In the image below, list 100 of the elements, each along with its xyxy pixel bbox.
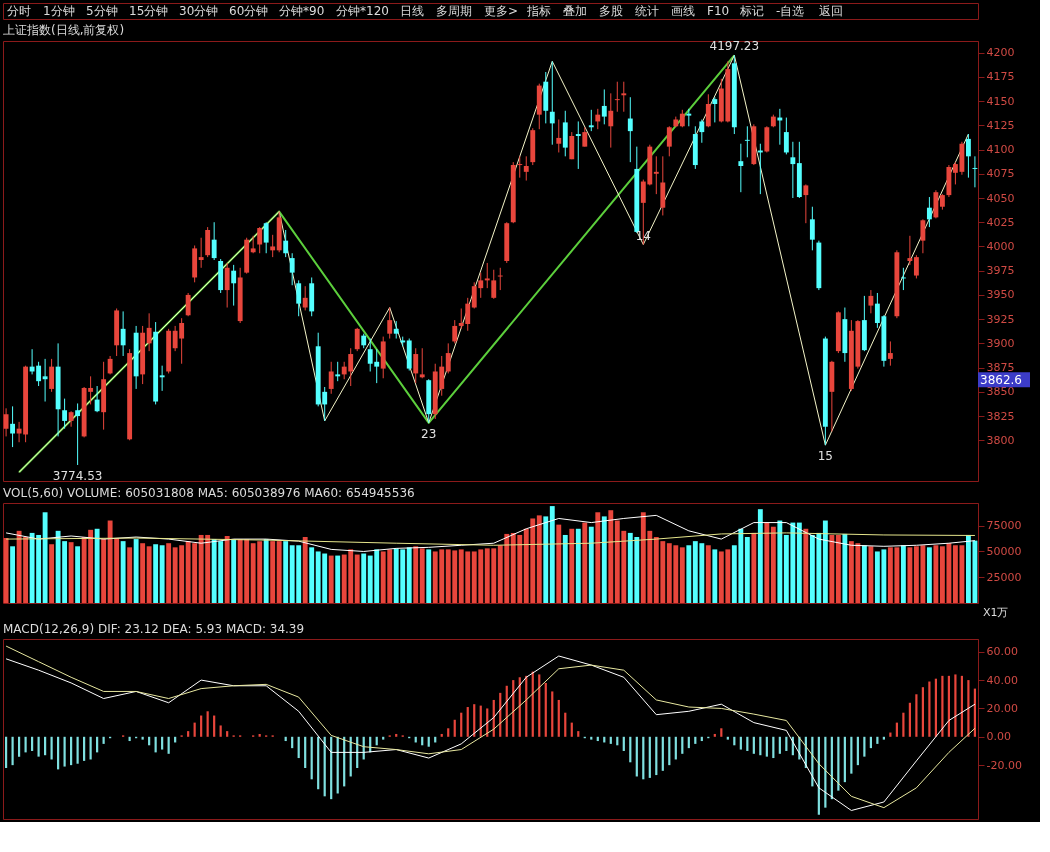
bar: [933, 545, 939, 603]
candlestick: [354, 327, 360, 352]
bar: [395, 733, 398, 737]
y-tick-label: 3800: [986, 433, 1015, 447]
candlestick: [926, 196, 932, 228]
text: 30分钟: [179, 4, 219, 18]
bar: [270, 541, 276, 603]
bar: [276, 541, 282, 603]
candlestick: [705, 93, 711, 128]
bar: [850, 736, 853, 774]
bar: [127, 547, 133, 603]
bar: [304, 736, 307, 768]
bar: [556, 524, 562, 603]
candlestick: [270, 234, 276, 258]
candlestick: [653, 155, 659, 195]
candlestick: [224, 262, 230, 309]
bar: [141, 736, 144, 740]
bar: [4, 736, 8, 768]
candlestick: [296, 279, 302, 317]
text: 统计: [635, 4, 659, 18]
bar: [564, 712, 567, 737]
candlestick: [107, 355, 113, 375]
line-series: [5, 532, 976, 546]
bar: [335, 555, 341, 603]
bar: [76, 736, 79, 764]
text: 画线: [671, 4, 695, 18]
text: 60分钟: [229, 4, 269, 18]
bar: [856, 736, 859, 766]
candlestick: [517, 155, 523, 179]
candlestick: [3, 407, 9, 437]
candlestick: [744, 125, 750, 158]
bar: [601, 516, 607, 603]
bar: [354, 554, 360, 603]
bar: [900, 545, 906, 603]
candlestick: [335, 361, 341, 382]
y-tick-label: 4200: [986, 46, 1015, 60]
text: 叠加: [563, 4, 587, 18]
candlestick: [712, 96, 718, 123]
candlestick: [790, 141, 796, 199]
candlestick: [907, 235, 913, 266]
text: 分钟*120: [336, 4, 389, 18]
bar: [746, 736, 749, 751]
bar: [49, 544, 55, 603]
candlestick: [900, 267, 906, 291]
bar: [153, 544, 159, 603]
y-tick-label: 4125: [986, 118, 1015, 132]
candlestick: [595, 108, 601, 130]
candlestick: [75, 402, 81, 466]
y-tick-label: 3925: [986, 312, 1015, 326]
bar: [679, 547, 685, 603]
bar: [842, 533, 848, 603]
bar: [140, 543, 146, 603]
bar: [796, 522, 802, 603]
bar: [161, 736, 164, 750]
bar: [68, 542, 74, 603]
candlestick: [94, 385, 100, 413]
line-series: [5, 514, 976, 552]
bar: [219, 725, 222, 737]
candlestick: [185, 292, 191, 317]
bar: [101, 539, 107, 603]
text: 返回: [819, 4, 843, 18]
bar: [146, 546, 152, 603]
candlestick: [575, 120, 581, 170]
bar: [258, 733, 261, 737]
chart-title: 上证指数(日线,前复权): [3, 23, 125, 38]
bar: [868, 546, 874, 603]
candlestick: [699, 119, 705, 144]
bar: [686, 545, 692, 603]
y-tick-label: 0.00: [986, 730, 1011, 744]
bar: [582, 522, 588, 603]
bar: [835, 534, 841, 603]
bar: [588, 526, 594, 603]
text: 日线: [400, 4, 424, 18]
candlestick: [257, 226, 263, 254]
bar: [159, 545, 165, 603]
candlestick: [198, 237, 204, 269]
bar: [562, 534, 568, 603]
bar: [843, 736, 846, 783]
candlestick: [523, 155, 529, 182]
bar: [427, 736, 430, 747]
annotation: 3774.53: [52, 468, 103, 483]
bar: [785, 736, 788, 751]
candlestick: [972, 155, 978, 188]
y-tick-label: 60.00: [986, 645, 1018, 659]
y-tick-label: 3900: [986, 336, 1015, 350]
bar: [915, 694, 918, 737]
bar: [967, 680, 970, 737]
bar: [11, 736, 14, 766]
candlestick: [608, 92, 614, 149]
text: -自选: [776, 4, 805, 18]
bar: [440, 733, 443, 737]
bar: [712, 549, 718, 603]
bar: [309, 547, 315, 603]
bar: [206, 711, 209, 737]
bar: [921, 687, 924, 737]
bar: [447, 728, 450, 737]
bar: [193, 722, 196, 737]
candlestick: [387, 307, 393, 340]
bar: [557, 699, 560, 737]
bar: [3, 538, 9, 603]
